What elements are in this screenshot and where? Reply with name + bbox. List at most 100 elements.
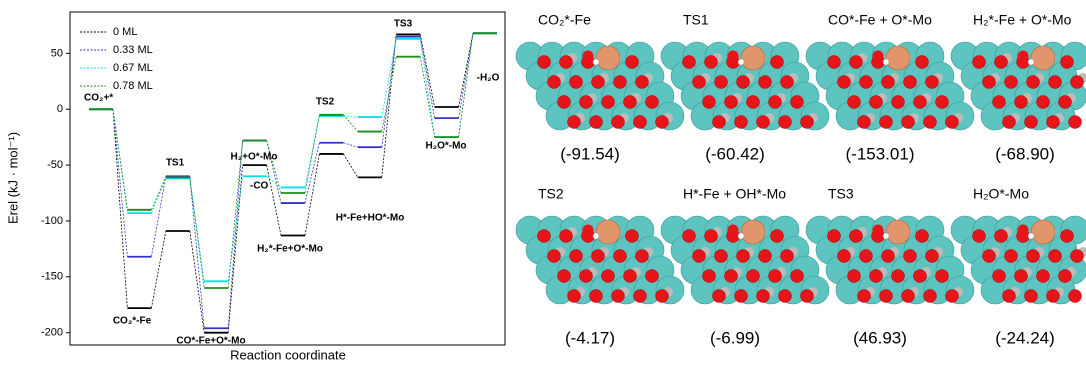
atom-o: [904, 250, 917, 263]
structure-label: H*-Fe + OH*-Mo: [683, 186, 786, 202]
atom-o: [973, 56, 986, 69]
category-label: CO₂*-Fe: [113, 316, 152, 327]
atom-o: [1027, 250, 1040, 263]
adsorbate-h: [883, 59, 889, 65]
atom-o: [548, 76, 561, 89]
atom-o: [626, 56, 639, 69]
connector: [228, 141, 242, 329]
atom-o: [612, 116, 625, 129]
atom-o: [946, 116, 959, 129]
atom-o: [828, 56, 841, 69]
y-tick-label: -50: [47, 159, 63, 171]
atom-o: [725, 270, 738, 283]
connector: [420, 37, 434, 119]
atom-o: [1059, 270, 1072, 283]
structure-image: [516, 216, 684, 304]
atom-o: [848, 270, 861, 283]
atom-o: [791, 270, 804, 283]
category-label: TS1: [166, 158, 185, 169]
atom-o: [735, 116, 748, 129]
structure-energy: (-91.54): [560, 144, 620, 163]
y-tick-label: -150: [41, 271, 63, 283]
atom-o: [828, 230, 841, 243]
atom-o: [771, 56, 784, 69]
atom-o: [860, 250, 873, 263]
structure-image: [661, 42, 829, 130]
atom-o: [560, 56, 573, 69]
atom-o: [590, 290, 603, 303]
connector: [190, 176, 204, 328]
atom-o: [779, 116, 792, 129]
atom-fe: [1031, 46, 1055, 70]
connector: [459, 33, 473, 137]
category-label: -H₂O: [477, 73, 500, 84]
atom-o: [612, 290, 625, 303]
atom-o: [757, 116, 770, 129]
atom-o: [570, 76, 583, 89]
atom-o: [946, 290, 959, 303]
atom-o: [801, 116, 814, 129]
atom-o: [1047, 290, 1060, 303]
atom-o: [850, 230, 863, 243]
atom-o: [1049, 76, 1062, 89]
atom-o: [870, 96, 883, 109]
structure-image: [806, 216, 974, 304]
atom-o: [1003, 290, 1016, 303]
atom-o: [850, 56, 863, 69]
atom-o: [560, 230, 573, 243]
atom-o: [624, 270, 637, 283]
atom-o: [715, 250, 728, 263]
atom-o: [713, 290, 726, 303]
atom-o: [570, 250, 583, 263]
atom-o: [926, 250, 939, 263]
adsorbate-o: [728, 51, 739, 62]
atom-fe: [1031, 220, 1055, 244]
atom-o: [759, 76, 772, 89]
atom-fe: [741, 46, 765, 70]
connector: [113, 109, 127, 308]
connector: [151, 179, 165, 214]
connector: [420, 39, 434, 137]
structure-energy: (-24.24): [995, 328, 1055, 347]
connector: [267, 141, 281, 204]
structure-label: CO₂*-Fe: [538, 12, 591, 28]
atom-o: [882, 250, 895, 263]
atom-o: [860, 76, 873, 89]
atom-o: [1025, 116, 1038, 129]
atom-o: [924, 116, 937, 129]
atom-o: [769, 270, 782, 283]
atom-o: [656, 116, 669, 129]
structure-image: [806, 42, 974, 130]
adsorbate-h: [593, 59, 599, 65]
atom-o: [1071, 250, 1084, 263]
structure-label: TS1: [683, 12, 709, 28]
atom-o: [568, 116, 581, 129]
connector: [343, 116, 357, 117]
atom-o: [558, 96, 571, 109]
structure-energy: (-68.90): [995, 144, 1055, 163]
legend-label: 0 ML: [113, 26, 137, 38]
structure-energy: (46.93): [853, 328, 907, 347]
structure-label: H₂O*-Mo: [973, 186, 1029, 202]
atom-o: [713, 116, 726, 129]
atom-o: [1027, 76, 1040, 89]
atom-o: [1037, 270, 1050, 283]
adsorbate-h: [738, 233, 744, 239]
adsorbate-o: [583, 51, 594, 62]
adsorbate-h: [883, 233, 889, 239]
atom-o: [858, 116, 871, 129]
connector: [190, 231, 204, 333]
atom-o: [592, 76, 605, 89]
legend-label: 0.33 ML: [113, 44, 153, 56]
atom-o: [771, 230, 784, 243]
atom-o: [838, 76, 851, 89]
atom-o: [1003, 116, 1016, 129]
atom-fe: [596, 46, 620, 70]
atom-o: [725, 96, 738, 109]
atom-o: [924, 290, 937, 303]
adsorbate-o: [873, 225, 884, 236]
atom-o: [590, 116, 603, 129]
atom-o: [580, 96, 593, 109]
atom-o: [646, 96, 659, 109]
connector: [267, 141, 281, 194]
